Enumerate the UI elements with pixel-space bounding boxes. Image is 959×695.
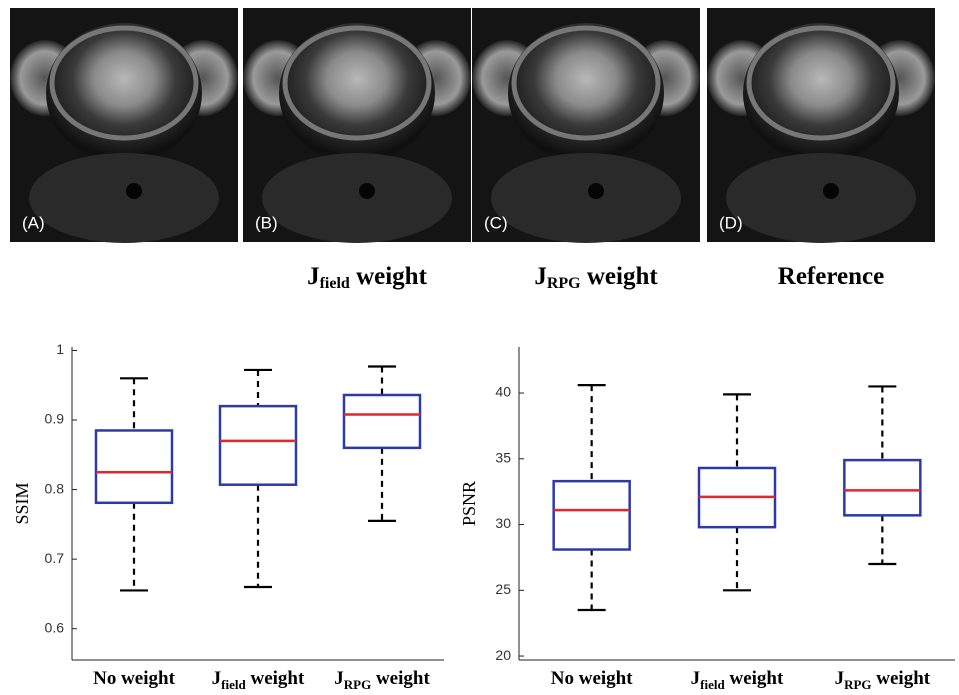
image-caption: Reference (778, 263, 884, 290)
box (344, 395, 420, 448)
figure: (A)(B)Jfield weight(C)JRPG weight(D)Refe… (0, 0, 959, 695)
mri-spot (126, 183, 142, 199)
label-main: J (212, 668, 222, 689)
y-tick-label: 0.6 (45, 619, 65, 635)
y-tick-label: 0.8 (45, 480, 65, 496)
label-main: J (307, 263, 320, 290)
y-tick-label: 25 (495, 581, 511, 597)
y-tick-label: 1 (56, 341, 64, 357)
label-main: J (691, 668, 701, 689)
label-main: J (334, 668, 344, 689)
label-sub: RPG (344, 677, 371, 692)
x-tick-label: No weight (93, 668, 175, 689)
y-tick-label: 20 (495, 647, 511, 663)
image-caption: Jfield weight (307, 263, 427, 292)
mri-neck (29, 153, 219, 243)
label-sub: field (320, 275, 350, 292)
label-main: J (835, 668, 845, 689)
mri-spot (823, 183, 839, 199)
x-tick-label: JRPG weight (835, 668, 931, 692)
y-axis-label: SSIM (12, 482, 32, 524)
label-sub: RPG (547, 275, 581, 292)
label-sub: field (700, 677, 725, 692)
label-rest: weight (581, 263, 659, 290)
x-tick-label: No weight (551, 668, 633, 689)
image-label: (D) (719, 213, 743, 232)
x-tick-label: JRPG weight (334, 668, 430, 692)
label-main: No weight (93, 668, 175, 689)
x-tick-label: Jfield weight (691, 668, 784, 692)
y-tick-label: 30 (495, 515, 511, 531)
label-rest: weight (350, 263, 428, 290)
image-label: (B) (255, 213, 278, 232)
label-rest: weight (725, 668, 784, 689)
image-label: (C) (484, 213, 508, 232)
x-tick-label: Jfield weight (212, 668, 305, 692)
mri-neck (726, 153, 916, 243)
label-main: Reference (778, 263, 884, 290)
y-tick-label: 0.9 (45, 411, 65, 427)
mri-spot (588, 183, 604, 199)
y-tick-label: 40 (495, 384, 511, 400)
y-axis-label: PSNR (459, 481, 479, 526)
mri-neck (262, 153, 452, 243)
image-caption: JRPG weight (534, 263, 658, 292)
label-rest: weight (371, 668, 430, 689)
label-rest: weight (872, 668, 931, 689)
mri-spot (359, 183, 375, 199)
label-rest: weight (246, 668, 305, 689)
label-sub: field (221, 677, 246, 692)
box (844, 460, 920, 515)
label-sub: RPG (844, 677, 871, 692)
label-main: J (534, 263, 547, 290)
box (220, 406, 296, 485)
mri-neck (491, 153, 681, 243)
y-tick-label: 0.7 (45, 550, 65, 566)
label-main: No weight (551, 668, 633, 689)
y-tick-label: 35 (495, 449, 511, 465)
box (96, 430, 172, 502)
box (554, 481, 630, 549)
image-label: (A) (22, 213, 45, 232)
